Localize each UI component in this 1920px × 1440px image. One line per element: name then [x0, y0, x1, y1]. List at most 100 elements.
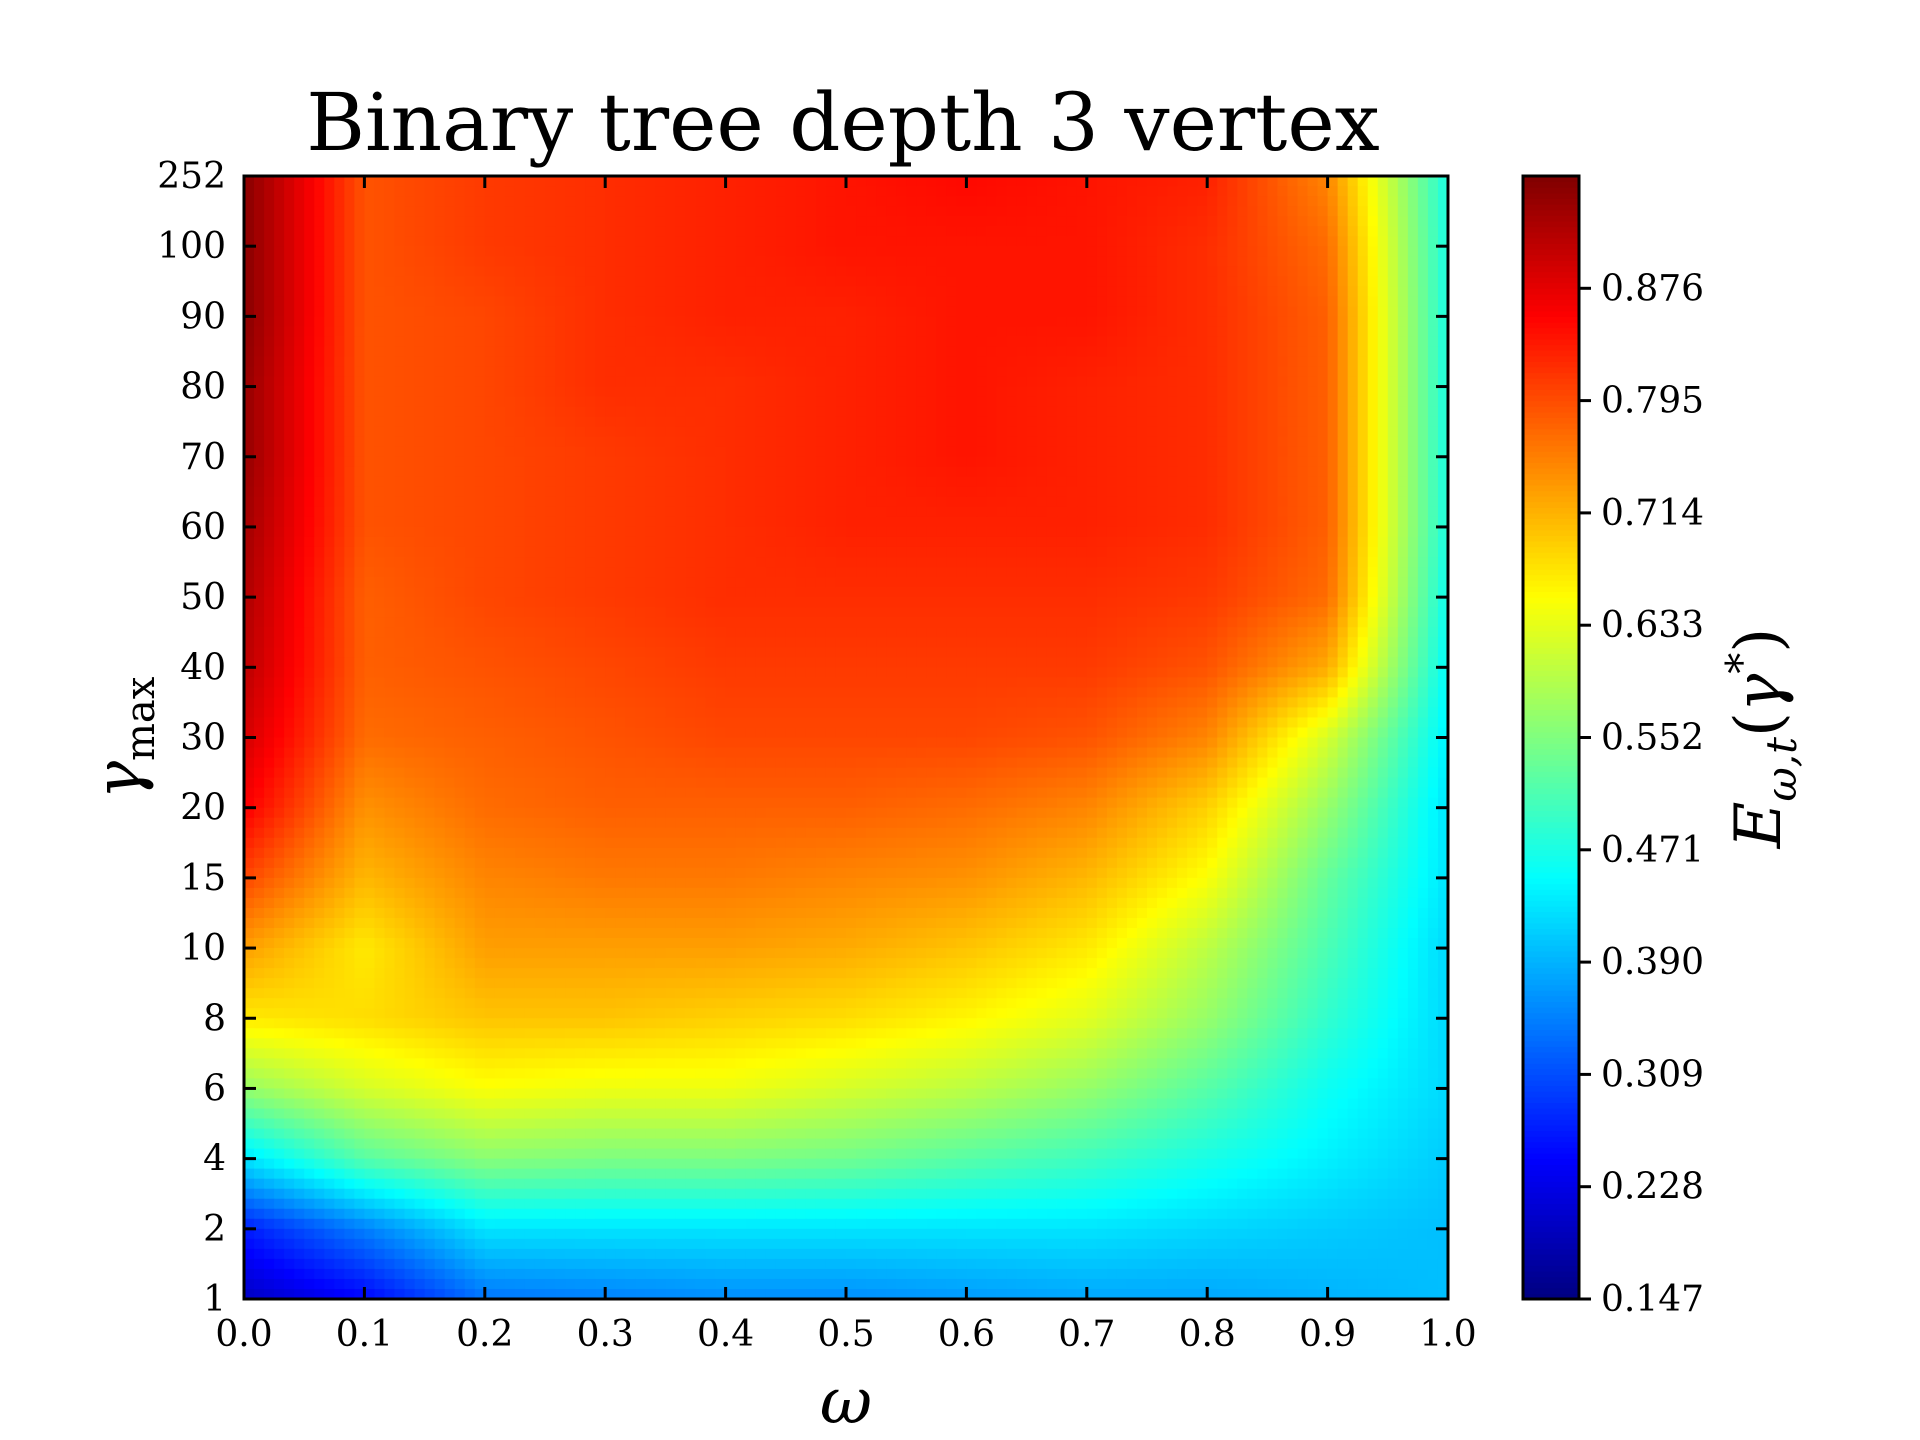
heatmap-cell [876, 416, 887, 428]
heatmap-cell [976, 346, 988, 358]
heatmap-cell [745, 567, 757, 578]
heatmap-cell [1096, 416, 1108, 428]
heatmap-cell [695, 516, 707, 528]
heatmap-cell [1357, 296, 1369, 307]
heatmap-cell [946, 256, 957, 267]
heatmap-cell [705, 406, 717, 418]
heatmap-cell [1267, 456, 1279, 468]
heatmap-cell [1066, 346, 1078, 358]
heatmap-cell [284, 256, 295, 267]
heatmap-cell [926, 306, 937, 317]
heatmap-cell [896, 426, 907, 438]
heatmap-cell [595, 546, 606, 558]
heatmap-cell [1066, 376, 1078, 388]
heatmap-cell [936, 226, 947, 237]
heatmap-cell [1417, 346, 1429, 358]
heatmap-cell [424, 587, 436, 598]
heatmap-cell [906, 496, 917, 508]
heatmap-cell [886, 246, 897, 257]
heatmap-cell [1327, 546, 1339, 558]
heatmap-cell [1237, 536, 1248, 548]
heatmap-cell [1307, 446, 1319, 458]
heatmap-cell [1327, 506, 1339, 518]
heatmap-cell [805, 476, 817, 488]
heatmap-cell [1437, 286, 1449, 297]
heatmap-cell [815, 286, 827, 297]
heatmap-cell [585, 246, 596, 257]
heatmap-cell [545, 386, 556, 398]
heatmap-cell [1317, 506, 1329, 518]
heatmap-cell [1407, 176, 1419, 187]
heatmap-cell [825, 226, 837, 237]
heatmap-cell [856, 356, 867, 368]
heatmap-cell [1267, 416, 1279, 428]
heatmap-cell [625, 216, 636, 227]
heatmap-cell [835, 376, 847, 388]
heatmap-cell [605, 587, 616, 598]
heatmap-cell [394, 306, 406, 317]
heatmap-cell [976, 557, 988, 568]
heatmap-cell [1317, 346, 1329, 358]
heatmap-cell [785, 436, 797, 448]
heatmap-cell [1177, 436, 1188, 448]
heatmap-cell [464, 206, 476, 217]
heatmap-cell [294, 406, 305, 418]
heatmap-cell [755, 506, 767, 518]
heatmap-cell [1197, 567, 1208, 578]
heatmap-cell [1177, 186, 1188, 197]
heatmap-cell [705, 506, 717, 518]
heatmap-cell [1136, 436, 1148, 448]
heatmap-cell [1437, 436, 1449, 448]
heatmap-cell [545, 426, 556, 438]
heatmap-cell [264, 587, 275, 598]
heatmap-cell [364, 526, 376, 538]
heatmap-cell [1106, 436, 1118, 448]
heatmap-cell [1006, 557, 1018, 568]
heatmap-cell [344, 587, 355, 598]
heatmap-cell [1437, 426, 1449, 438]
heatmap-cell [1006, 406, 1018, 418]
heatmap-cell [1237, 426, 1248, 438]
heatmap-cell [394, 436, 406, 448]
heatmap-cell [404, 196, 416, 207]
heatmap-cell [1076, 346, 1088, 358]
heatmap-cell [876, 316, 887, 328]
heatmap-cell [645, 506, 656, 518]
heatmap-cell [244, 186, 255, 197]
heatmap-cell [695, 176, 707, 187]
heatmap-cell [414, 587, 426, 598]
heatmap-cell [364, 356, 376, 368]
heatmap-cell [665, 266, 677, 277]
heatmap-cell [1147, 306, 1158, 317]
heatmap-cell [1036, 236, 1048, 247]
heatmap-cell [1217, 577, 1228, 588]
heatmap-cell [886, 476, 897, 488]
heatmap-cell [1387, 176, 1399, 187]
heatmap-cell [1066, 456, 1078, 468]
heatmap-cell [745, 216, 757, 227]
heatmap-cell [1407, 246, 1419, 257]
heatmap-cell [815, 456, 827, 468]
heatmap-cell [324, 396, 335, 408]
heatmap-cell [374, 486, 386, 498]
heatmap-cell [504, 376, 516, 388]
heatmap-cell [344, 236, 355, 247]
heatmap-cell [1006, 196, 1018, 207]
heatmap-cell [565, 406, 576, 418]
heatmap-cell [996, 226, 1008, 237]
heatmap-cell [444, 236, 456, 247]
heatmap-cell [1066, 236, 1078, 247]
heatmap-cell [454, 577, 466, 588]
heatmap-cell [825, 206, 837, 217]
heatmap-cell [1417, 246, 1429, 257]
heatmap-cell [1056, 336, 1068, 348]
heatmap-cell [474, 176, 486, 187]
heatmap-cell [946, 466, 957, 478]
heatmap-cell [454, 567, 466, 578]
heatmap-cell [1076, 226, 1088, 237]
heatmap-cell [384, 416, 396, 428]
heatmap-cell [414, 186, 426, 197]
heatmap-cell [1237, 446, 1248, 458]
heatmap-cell [1257, 246, 1268, 257]
heatmap-cell [966, 236, 978, 247]
